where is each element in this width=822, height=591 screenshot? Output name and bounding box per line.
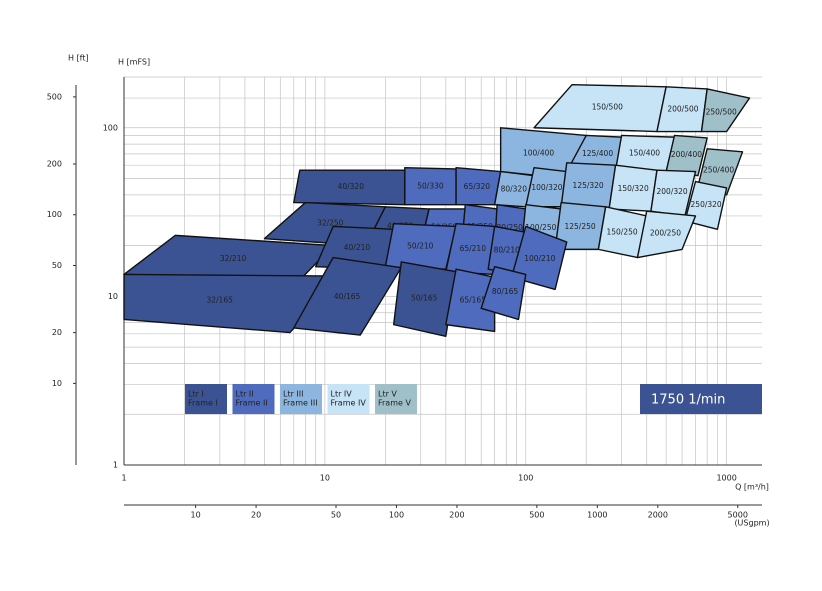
pump-label: 50/330	[417, 181, 444, 190]
legend-swatch	[185, 384, 227, 414]
x2-tick-label: 100	[389, 511, 404, 520]
pump-range	[123, 273, 342, 334]
pump-label: 250/500	[706, 108, 737, 117]
pump-label: 80/165	[492, 287, 519, 296]
pump-label: 80/210	[494, 246, 521, 255]
pump-label: 200/400	[671, 150, 702, 159]
legend-swatch	[327, 384, 370, 414]
pump-range	[293, 256, 402, 336]
pump-label: 65/165	[460, 296, 487, 305]
y-tick-label: 10	[108, 292, 118, 301]
legend-name: Ltr III	[283, 390, 304, 399]
x2-tick-label: 20	[251, 511, 261, 520]
legend-frame: Frame II	[236, 399, 268, 408]
speed-box	[640, 384, 762, 414]
y2-tick-label: 200	[47, 159, 62, 168]
y2-tick-label: 20	[52, 328, 62, 337]
y2-axis-label: H [ft]	[68, 54, 89, 63]
legend-swatch	[375, 384, 417, 414]
pump-label: 250/400	[703, 165, 734, 174]
pump-label: 40/165	[334, 292, 361, 301]
pump-range	[392, 261, 457, 337]
legend-name: Ltr IV	[331, 390, 353, 399]
pump-label: 32/210	[220, 254, 247, 263]
pump-label: 125/320	[573, 181, 604, 190]
legend-name: Ltr V	[378, 390, 397, 399]
y2-tick-label: 50	[52, 261, 62, 270]
x2-tick-label: 5000	[728, 511, 748, 520]
x-axis-label: Q [m³/h]	[735, 483, 769, 492]
pump-label: 40/210	[344, 243, 371, 252]
legend-swatch	[232, 384, 275, 414]
y-tick-label: 100	[103, 123, 118, 132]
x-tick-label: 1000	[716, 474, 736, 483]
legend-swatch	[280, 384, 322, 414]
y-tick-label: 1	[113, 461, 118, 470]
pump-range	[445, 268, 496, 333]
legend-name: Ltr II	[236, 390, 254, 399]
pump-label: 100/320	[531, 183, 562, 192]
legend-name: Ltr I	[188, 390, 204, 399]
pump-label: 250/320	[691, 200, 722, 209]
pump-label: 80/250	[496, 223, 523, 232]
y2-tick-label: 500	[47, 92, 62, 101]
pump-label: 200/320	[657, 187, 688, 196]
x2-tick-label: 200	[449, 511, 464, 520]
pump-label: 150/500	[592, 103, 623, 112]
x2-axis-label: (USgpm)	[734, 519, 769, 528]
pump-range	[636, 210, 697, 259]
pump-label: 100/400	[523, 148, 554, 157]
pump-label: 100/210	[524, 254, 555, 263]
x-tick-label: 10	[320, 474, 330, 483]
x2-tick-label: 50	[331, 511, 341, 520]
legend-frame: Frame V	[378, 399, 411, 408]
y2-tick-label: 100	[47, 210, 62, 219]
y2-tick-label: 10	[52, 379, 62, 388]
pump-label: 200/500	[667, 105, 698, 114]
speed-label: 1750 1/min	[651, 393, 725, 408]
legend-frame: Frame III	[283, 399, 318, 408]
pump-label: 65/210	[460, 244, 487, 253]
pump-label: 150/320	[618, 184, 649, 193]
pump-label: 150/400	[629, 149, 660, 158]
x2-tick-label: 500	[529, 511, 544, 520]
y-axis-label: H [mFS]	[118, 58, 150, 67]
legend-frame: Frame I	[188, 399, 218, 408]
pump-label: 40/320	[338, 182, 365, 191]
pump-label: 50/165	[411, 294, 438, 303]
x-tick-label: 1	[121, 474, 126, 483]
pump-label: 80/320	[501, 185, 528, 194]
pump-label: 32/165	[206, 296, 233, 305]
x-tick-label: 100	[518, 474, 533, 483]
pump-label: 65/320	[464, 182, 491, 191]
pump-label: 32/250	[317, 218, 344, 227]
pump-label: 200/250	[650, 229, 681, 238]
pump-label: 100/250	[525, 223, 556, 232]
pump-label: 50/210	[407, 241, 434, 250]
pump-range	[697, 148, 744, 196]
x2-tick-label: 1000	[587, 511, 607, 520]
pump-range	[665, 134, 708, 177]
pump-label: 125/400	[582, 149, 613, 158]
x2-tick-label: 10	[191, 511, 201, 520]
x2-tick-label: 2000	[648, 511, 668, 520]
pump-label: 125/250	[564, 222, 595, 231]
legend-frame: Frame IV	[331, 399, 367, 408]
pump-range	[480, 265, 527, 321]
pump-range	[700, 88, 751, 133]
pump-label: 150/250	[606, 227, 637, 236]
